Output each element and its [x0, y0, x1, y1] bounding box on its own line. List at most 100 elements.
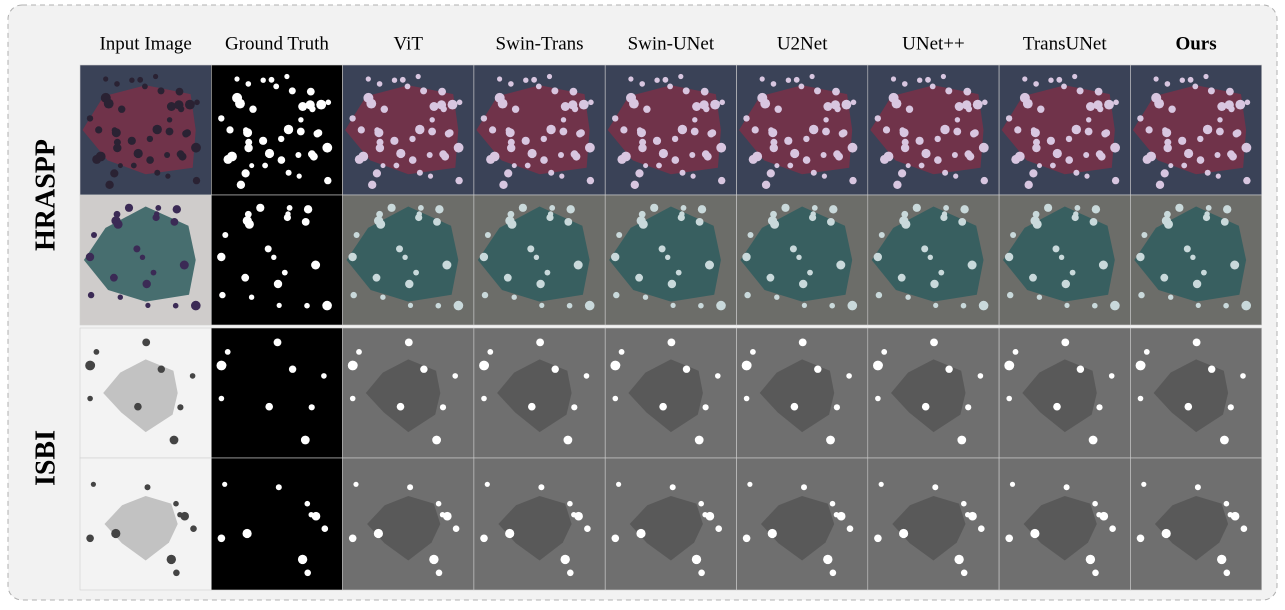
- nucleus: [142, 84, 148, 90]
- nucleus: [1047, 137, 1055, 145]
- nucleus: [316, 100, 326, 110]
- nucleus: [194, 100, 200, 106]
- nucleus: [957, 436, 966, 445]
- nucleus: [814, 366, 821, 373]
- nucleus: [668, 280, 676, 288]
- nucleus: [683, 87, 690, 94]
- nucleus: [485, 232, 491, 238]
- nucleus: [1037, 163, 1042, 168]
- nucleus: [1243, 177, 1250, 184]
- nucleus: [678, 125, 687, 134]
- nucleus: [396, 149, 405, 158]
- nucleus: [507, 144, 515, 152]
- nucleus: [274, 339, 282, 347]
- nucleus: [1185, 403, 1193, 411]
- nucleus: [1204, 211, 1209, 216]
- nucleus: [978, 525, 985, 532]
- nucleus: [898, 169, 906, 177]
- nucleus: [512, 106, 519, 113]
- nucleus: [1138, 292, 1144, 298]
- nucleus: [928, 255, 933, 260]
- nucleus: [619, 349, 625, 355]
- nucleus: [305, 501, 311, 507]
- nucleus: [561, 555, 570, 564]
- nucleus: [351, 292, 357, 298]
- nucleus: [309, 404, 315, 410]
- nucleus: [570, 88, 578, 96]
- nucleus: [879, 232, 885, 238]
- nucleus: [925, 77, 931, 83]
- nucleus: [438, 88, 446, 96]
- nucleus: [638, 144, 646, 152]
- nucleus: [548, 170, 554, 176]
- nucleus: [639, 211, 646, 218]
- nucleus: [546, 125, 555, 134]
- nucleus: [943, 205, 949, 211]
- nucleus: [1184, 245, 1191, 252]
- nucleus: [561, 117, 566, 122]
- nucleus: [545, 270, 551, 276]
- nucleus: [528, 149, 537, 158]
- nucleus: [436, 303, 442, 309]
- nucleus: [504, 274, 512, 282]
- nucleus: [1141, 482, 1146, 487]
- nucleus: [1086, 555, 1095, 564]
- nucleus: [689, 152, 695, 158]
- nucleus: [104, 99, 114, 109]
- nucleus: [1175, 204, 1183, 212]
- nucleus: [1029, 274, 1037, 282]
- nucleus: [245, 211, 252, 218]
- nucleus: [309, 512, 314, 517]
- nucleus: [654, 78, 659, 83]
- nucleus: [185, 100, 195, 110]
- nucleus: [635, 274, 643, 282]
- nucleus: [173, 205, 181, 213]
- nucleus: [256, 204, 264, 212]
- nucleus: [1216, 128, 1224, 136]
- nucleus: [971, 129, 978, 136]
- nucleus: [429, 555, 438, 564]
- nucleus: [875, 115, 881, 121]
- nucleus: [702, 150, 710, 158]
- nucleus: [564, 436, 573, 445]
- nucleus: [374, 216, 383, 225]
- nucleus: [173, 303, 179, 309]
- nucleus: [567, 303, 573, 309]
- nucleus: [170, 436, 179, 445]
- column-header: ViT: [394, 33, 424, 54]
- nucleus: [249, 295, 254, 300]
- nucleus: [900, 128, 909, 137]
- nucleus: [1032, 144, 1040, 152]
- nucleus: [919, 163, 925, 169]
- nucleus: [191, 143, 201, 153]
- nucleus: [118, 163, 123, 168]
- nucleus: [302, 218, 310, 226]
- nucleus: [771, 81, 777, 87]
- nucleus: [613, 292, 619, 298]
- nucleus: [1180, 78, 1185, 83]
- nucleus: [616, 482, 621, 487]
- nucleus: [111, 216, 120, 225]
- nucleus: [396, 245, 403, 252]
- nucleus: [173, 501, 179, 507]
- nucleus: [388, 204, 396, 212]
- nucleus: [901, 144, 909, 152]
- nucleus: [111, 529, 120, 538]
- nucleus: [87, 115, 93, 121]
- nucleus: [1162, 216, 1171, 225]
- nucleus: [154, 211, 159, 216]
- nucleus: [612, 115, 618, 121]
- nucleus: [829, 205, 837, 213]
- nucleus: [508, 211, 515, 218]
- nucleus: [842, 100, 852, 110]
- nucleus: [1089, 436, 1098, 445]
- nucleus: [938, 270, 944, 276]
- nucleus: [643, 295, 648, 300]
- nucleus: [551, 87, 558, 94]
- nucleus: [134, 403, 142, 411]
- nucleus: [767, 169, 775, 177]
- nucleus: [823, 102, 832, 111]
- nucleus: [322, 525, 329, 532]
- image-cell: [80, 328, 211, 458]
- nucleus: [703, 404, 709, 410]
